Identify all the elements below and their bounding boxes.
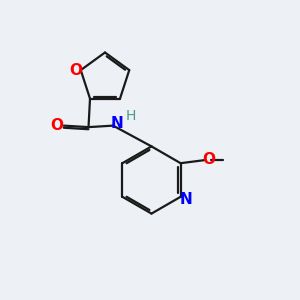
Text: O: O	[202, 152, 215, 167]
Text: O: O	[69, 63, 82, 78]
Text: H: H	[125, 109, 136, 123]
Text: N: N	[180, 192, 192, 207]
Text: O: O	[50, 118, 63, 133]
Text: N: N	[110, 116, 123, 131]
